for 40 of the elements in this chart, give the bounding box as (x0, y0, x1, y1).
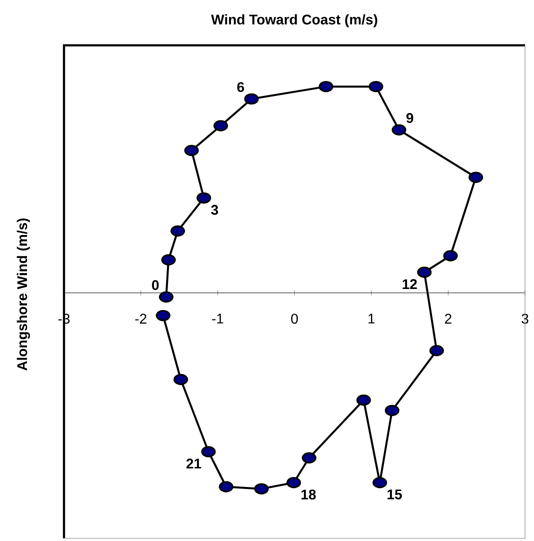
point (468, 172, 484, 183)
point (170, 225, 185, 237)
annotation: 12 (402, 279, 417, 289)
point (384, 404, 400, 416)
point (429, 345, 444, 356)
annotation: 6 (237, 82, 244, 92)
point (286, 477, 302, 488)
x-tick-label: 1 (368, 314, 375, 324)
x-tick-label: 2 (444, 314, 452, 324)
x-tick-label: -2 (135, 314, 146, 324)
point (218, 481, 234, 492)
point (184, 144, 199, 156)
point (161, 254, 176, 266)
point (213, 120, 228, 132)
point (201, 446, 216, 458)
point (318, 80, 334, 92)
point (392, 124, 406, 136)
chart-title: Wind Toward Coast (m/s) (211, 14, 378, 28)
y-axis-title: Alongshore Wind (m/s) (16, 218, 30, 371)
point (156, 310, 170, 322)
point (158, 291, 174, 303)
point (254, 483, 269, 494)
x-tick-label: 0 (291, 314, 298, 324)
point (196, 192, 212, 204)
point (244, 93, 259, 105)
annotation: 3 (211, 204, 218, 215)
point (368, 80, 384, 92)
annotation: 15 (388, 490, 402, 500)
x-tick-label: 3 (522, 314, 528, 324)
annotation: 0 (152, 280, 159, 290)
point (372, 477, 388, 488)
point (356, 394, 371, 406)
point (417, 266, 432, 278)
point (174, 374, 188, 386)
x-tick-label: -1 (212, 314, 224, 324)
point (443, 250, 458, 262)
annotation: 21 (186, 458, 202, 468)
annotation: 18 (302, 490, 316, 500)
point (302, 452, 316, 464)
annotation: 9 (406, 113, 414, 123)
